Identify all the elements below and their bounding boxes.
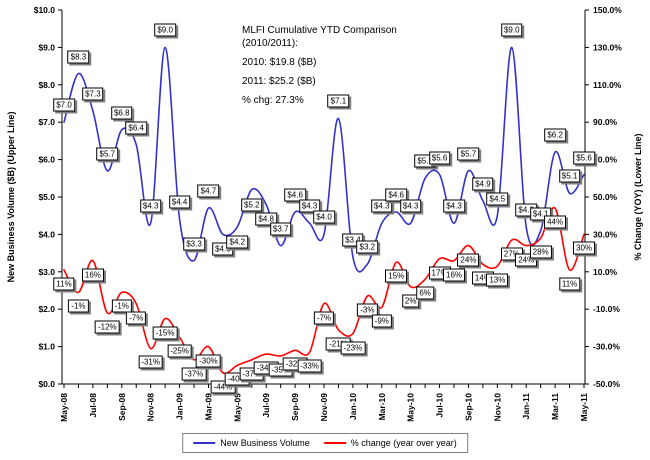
right-axis-tick-label: 10.0% xyxy=(593,267,618,277)
left-axis-tick-label: $8.0 xyxy=(38,80,55,90)
x-axis-tick-label: May-09 xyxy=(232,393,242,422)
left-axis-tick-label: $3.0 xyxy=(38,267,55,277)
legend-item-1: New Business Volume xyxy=(193,438,310,448)
x-axis-tick-label: May-10 xyxy=(406,393,416,422)
x-axis-tick-label: Mar-11 xyxy=(550,393,560,420)
left-axis-title: New Business Volume ($B) (Upper Line) xyxy=(6,112,16,283)
x-axis-tick-label: May-08 xyxy=(59,393,69,422)
legend-item-label: % change (year over year) xyxy=(350,438,457,448)
x-axis-tick-label: Jul-10 xyxy=(435,393,445,418)
x-axis-tick-label: Nov-10 xyxy=(492,393,502,422)
left-axis-tick-label: $2.0 xyxy=(38,304,55,314)
x-axis-tick-label: Sep-09 xyxy=(290,393,300,421)
right-axis-tick-label: 50.0% xyxy=(593,192,618,202)
x-axis-tick-label: Sep-08 xyxy=(117,393,127,421)
left-axis-tick-label: $6.0 xyxy=(38,155,55,165)
title-block-line-1: MLFI Cumulative YTD Comparison (2010/201… xyxy=(242,25,397,49)
title-block-line-3: 2011: $25.2 ($B) xyxy=(242,76,316,87)
left-axis-tick-label: $4.0 xyxy=(38,229,55,239)
x-axis-tick-label: Jul-08 xyxy=(88,393,98,418)
x-axis-tick-label: Nov-09 xyxy=(319,393,329,422)
right-axis-tick-label: 110.0% xyxy=(593,80,622,90)
legend-line-sample xyxy=(323,442,346,444)
right-axis-tick-label: 30.0% xyxy=(593,229,618,239)
right-axis-tick-label: 70.0% xyxy=(593,155,618,165)
right-axis-title: % Change (YOY) (Lower Line) xyxy=(633,133,643,260)
pct-change-line xyxy=(63,206,585,375)
x-axis-tick-label: Jan-11 xyxy=(521,393,531,420)
right-axis-tick-label: -50.0% xyxy=(593,379,620,389)
left-axis-tick-label: $0.0 xyxy=(38,379,55,389)
x-axis-tick-label: Sep-10 xyxy=(463,393,473,421)
title-block-line-4: % chg: 27.3% xyxy=(242,95,304,106)
legend: New Business Volume % change (year over y… xyxy=(182,433,468,453)
chart-title-block: MLFI Cumulative YTD Comparison (2010/201… xyxy=(242,24,404,113)
title-block-line-2: 2010: $19.8 ($B) xyxy=(242,57,317,68)
legend-item-2: % change (year over year) xyxy=(323,438,457,448)
legend-line-sample xyxy=(193,442,216,444)
left-axis-tick-label: $5.0 xyxy=(38,192,55,202)
legend-item-label: New Business Volume xyxy=(220,438,310,448)
right-axis-tick-label: -30.0% xyxy=(593,342,620,352)
x-axis-tick-label: Mar-09 xyxy=(203,393,213,421)
left-axis-tick-label: $10.0 xyxy=(34,5,56,15)
left-axis-tick-label: $1.0 xyxy=(38,342,55,352)
x-axis-tick-label: Mar-10 xyxy=(377,393,387,421)
right-axis-tick-label: 90.0% xyxy=(593,117,618,127)
right-axis-tick-label: -10.0% xyxy=(593,304,620,314)
right-axis-tick-label: 150.0% xyxy=(593,5,622,15)
x-axis-tick-label: Jul-09 xyxy=(261,393,271,418)
left-axis-tick-label: $9.0 xyxy=(38,42,55,52)
x-axis-tick-label: Nov-08 xyxy=(146,393,156,422)
x-axis-tick-label: May-11 xyxy=(579,393,589,422)
x-axis-tick-label: Jan-09 xyxy=(175,393,185,420)
right-axis-tick-label: 130.0% xyxy=(593,42,622,52)
left-axis-tick-label: $7.0 xyxy=(38,117,55,127)
x-axis-tick-label: Jan-10 xyxy=(348,393,358,420)
